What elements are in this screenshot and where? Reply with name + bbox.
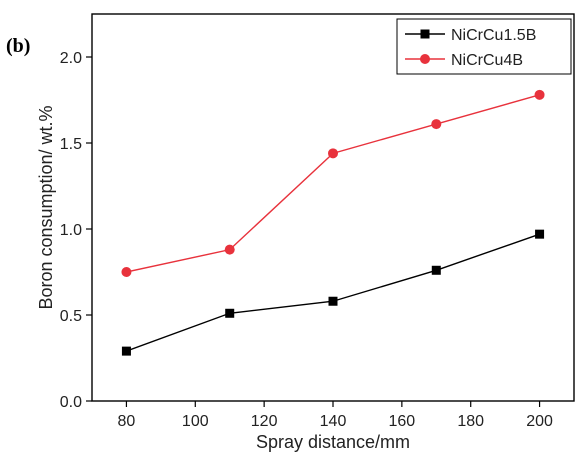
data-point — [535, 229, 545, 239]
legend-marker — [420, 54, 430, 64]
series-line — [126, 233, 540, 352]
data-point — [431, 119, 442, 130]
y-tick-label: 1.0 — [60, 222, 82, 239]
x-axis-title: Spray distance/mm — [256, 432, 410, 452]
data-point — [431, 265, 441, 275]
x-tick-label: 80 — [118, 413, 136, 430]
series-layer — [121, 89, 545, 356]
y-tick-label: 0.5 — [60, 308, 82, 325]
y-tick-label: 1.5 — [60, 136, 82, 153]
data-point — [121, 267, 132, 277]
series-NiCrCu1.5B — [121, 229, 545, 356]
panel-label: (b) — [6, 35, 30, 57]
data-point — [121, 346, 131, 356]
legend: NiCrCu1.5B NiCrCu4B — [396, 18, 572, 75]
x-tick-label: 160 — [389, 413, 416, 430]
legend-box — [396, 18, 572, 75]
y-tick-label: 0.0 — [60, 394, 82, 411]
legend-marker — [420, 29, 430, 39]
data-point — [224, 244, 235, 255]
legend-label: NiCrCu1.5B — [451, 27, 536, 44]
x-tick-label: 200 — [526, 413, 553, 430]
x-tick-label: 120 — [251, 413, 278, 430]
x-tick-label: 180 — [457, 413, 484, 430]
x-tick-label: 140 — [320, 413, 347, 430]
axes: 80 100 120 140 160 180 200 0.0 0.5 1.0 1.5 2.0 — [60, 13, 575, 430]
y-tick-label: 2.0 — [60, 50, 82, 67]
series-line — [126, 94, 540, 273]
x-tick-label: 100 — [182, 413, 209, 430]
data-point — [534, 89, 545, 100]
data-point — [225, 308, 235, 318]
data-point — [328, 296, 338, 306]
y-axis-title: Boron consumption/ wt.% — [36, 105, 56, 309]
series-NiCrCu4B — [121, 89, 545, 277]
legend-label: NiCrCu4B — [451, 52, 523, 69]
data-point — [328, 148, 338, 159]
